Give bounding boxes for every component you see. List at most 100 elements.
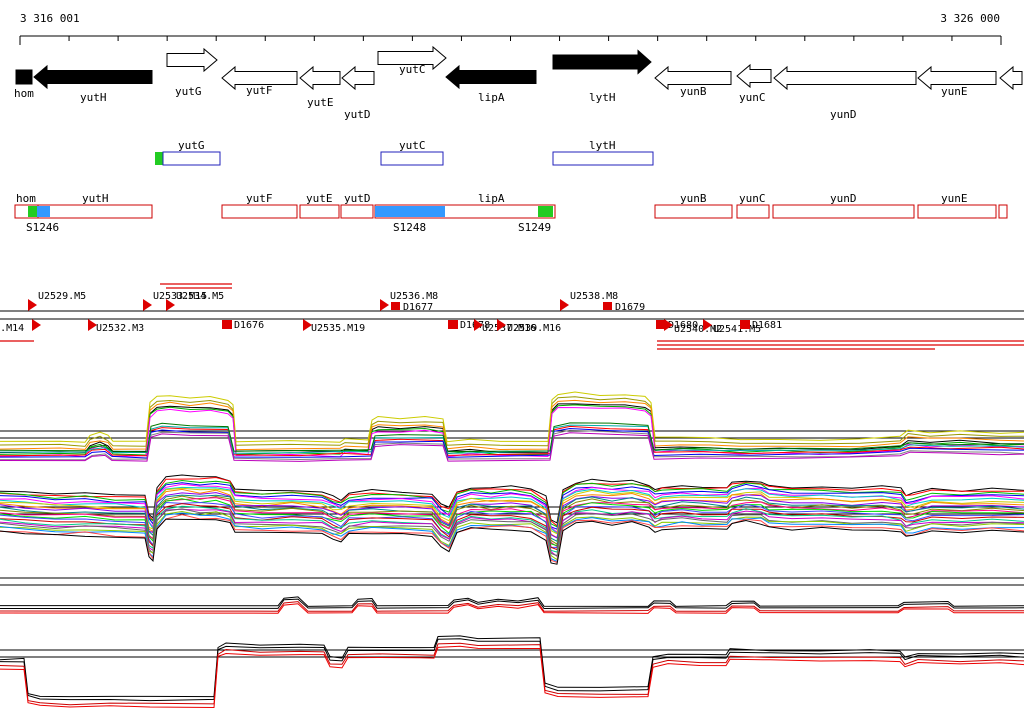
marker-label: D1681 [752, 320, 782, 331]
feature-box-yunB[interactable] [654, 204, 733, 219]
feature-label: yunC [739, 192, 766, 205]
gene-arrow-yutF[interactable] [221, 65, 298, 91]
profile-line [0, 505, 1024, 553]
profile-line [0, 422, 1024, 453]
marker-label: U2532.M3 [96, 323, 144, 334]
marker-up-flag-U2538.M8[interactable] [560, 299, 569, 311]
transcript-label: yutG [178, 139, 205, 152]
marker-down-flag-U2530.M14[interactable] [32, 319, 41, 331]
profile-line [0, 479, 1024, 528]
feature-box-yutH[interactable] [37, 204, 153, 219]
profile-line [0, 487, 1024, 535]
profile-line [0, 494, 1024, 542]
feature-box-yutF[interactable] [221, 204, 298, 219]
feature-label: lipA [478, 192, 505, 205]
gene-arrow-yutD[interactable] [341, 65, 375, 91]
gene-label: yunE [941, 85, 968, 98]
gene-arrow-yunE[interactable] [917, 65, 997, 91]
marker-label: U2540.M2 [674, 324, 722, 335]
marker-up-flag-U2534.M5[interactable] [166, 299, 175, 311]
marker-down-flag-U2541.M5[interactable] [703, 319, 712, 331]
marker-label: U2534.M5 [176, 291, 224, 302]
marker-box-D1676[interactable] [222, 320, 232, 329]
marker-label: U2530.M14 [0, 323, 24, 334]
transcript-box-yutG[interactable] [162, 151, 221, 166]
gene-label: yunB [680, 85, 707, 98]
marker-label: U2536.M8 [390, 291, 438, 302]
feature-box-yunC[interactable] [736, 204, 770, 219]
feature-box-yutD[interactable] [340, 204, 374, 219]
gene-arrow-yunC[interactable] [736, 63, 772, 89]
marker-down-flag-U2540.M2[interactable] [664, 319, 673, 331]
profile-line [0, 518, 1024, 565]
gene-arrow-yutC[interactable] [377, 45, 447, 71]
gene-label: yunC [739, 91, 766, 104]
profile-line [0, 596, 1024, 607]
feature-label: hom [16, 192, 36, 205]
feature-label: yutE [306, 192, 333, 205]
marker-down-flag-U2535.M19[interactable] [303, 319, 312, 331]
marker-down-flag-U2532.M3[interactable] [88, 319, 97, 331]
feature-box-yutE[interactable] [299, 204, 340, 219]
profile-line [0, 492, 1024, 539]
marker-up-flag-U2529.M5[interactable] [28, 299, 37, 311]
gene-label: lipA [478, 91, 505, 104]
profile-line [0, 501, 1024, 549]
marker-label: D1679 [615, 302, 645, 313]
gene-arrow-lytH[interactable] [552, 49, 652, 75]
marker-down-flag-U2537.M16[interactable] [474, 319, 483, 331]
marker-label: D1677 [403, 302, 433, 313]
segment-label: S1248 [393, 221, 426, 234]
feature-segment [37, 206, 50, 217]
marker-box-D1680[interactable] [656, 320, 666, 329]
feature-box-yunD[interactable] [772, 204, 915, 219]
marker-label: U2537.M16 [482, 323, 536, 334]
ruler-end-coordinate: 3 326 000 [940, 12, 1000, 25]
marker-box-D1679[interactable] [603, 302, 612, 310]
profile-line [0, 396, 1024, 447]
marker-up-flag-U2536.M8[interactable] [380, 299, 389, 311]
gene-arrow-yunB[interactable] [654, 65, 732, 91]
transcript-box-lytH[interactable] [552, 151, 654, 166]
gene-label: yutF [246, 84, 273, 97]
segment-label: S1249 [518, 221, 551, 234]
profile-line [0, 488, 1024, 539]
profile-line [0, 427, 1024, 459]
feature-segment-S1246 [28, 206, 37, 217]
marker-box-D1681[interactable] [740, 320, 750, 329]
marker-down-flag-U2539.M16[interactable] [497, 319, 506, 331]
gene-arrow-yunD[interactable] [773, 65, 917, 91]
feature-label: yutH [82, 192, 109, 205]
profile-line [0, 645, 1024, 709]
gene-arrow-lipA[interactable] [445, 64, 537, 90]
marker-label: U2541.M5 [713, 324, 761, 335]
feature-label: yunE [941, 192, 968, 205]
marker-label: U2538.M8 [570, 291, 618, 302]
marker-box-D1678[interactable] [448, 320, 458, 329]
feature-box-yunE[interactable] [917, 204, 997, 219]
profile-line [0, 642, 1024, 706]
transcript-box-yutC[interactable] [380, 151, 444, 166]
gene-label: yutE [307, 96, 334, 109]
feature-label: yutD [344, 192, 371, 205]
gene-hom[interactable] [15, 69, 33, 85]
gene-label: lytH [589, 91, 616, 104]
marker-label: D1676 [234, 320, 264, 331]
profile-line [0, 432, 1024, 462]
gene-arrow-partial[interactable] [999, 65, 1023, 91]
feature-label: yunD [830, 192, 857, 205]
profile-line [0, 483, 1024, 534]
marker-box-D1677[interactable] [391, 302, 400, 310]
gene-label: yutH [80, 91, 107, 104]
profile-line [0, 514, 1024, 564]
gene-arrow-yutG[interactable] [166, 47, 218, 73]
marker-up-flag-U2533.M15[interactable] [143, 299, 152, 311]
marker-label: U2539.M16 [507, 323, 561, 334]
gene-arrow-yutH[interactable] [33, 64, 153, 90]
feature-box[interactable] [998, 204, 1008, 219]
gene-label: yutD [344, 108, 371, 121]
gene-arrow-yutE[interactable] [299, 65, 341, 91]
profile-line [0, 510, 1024, 561]
